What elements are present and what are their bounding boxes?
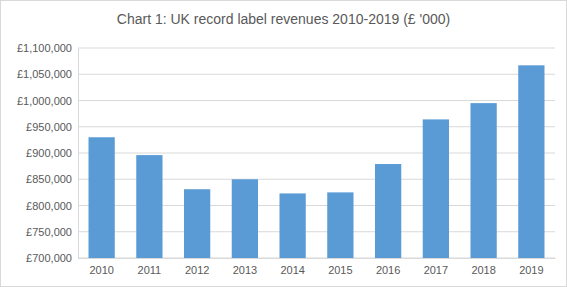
y-tick-label: £750,000 (26, 226, 72, 238)
bar (327, 192, 353, 258)
y-axis: £700,000 £750,000 £800,000 £850,000 £900,000… (17, 42, 79, 264)
y-tick: £1,100,000 (17, 42, 78, 54)
x-axis: 2010 2011 2012 2013 2014 2015 2016 2017 2018 2019 (79, 258, 556, 276)
bar (184, 189, 210, 258)
x-tick: 2016 (376, 258, 400, 276)
grid-line (78, 48, 555, 49)
x-tick-label: 2013 (233, 264, 257, 276)
chart: Chart 1: UK record label revenues 2010-2… (0, 0, 567, 287)
x-tick: 2013 (233, 258, 257, 276)
y-axis-line (78, 49, 79, 259)
y-tick: £950,000 (26, 121, 78, 133)
x-tick-label: 2018 (471, 264, 495, 276)
x-tick: 2014 (280, 258, 304, 276)
bar (375, 164, 401, 258)
grid-line (78, 74, 555, 75)
x-tick-label: 2014 (280, 264, 304, 276)
bar (136, 155, 162, 258)
x-axis-line (79, 258, 556, 259)
x-tick: 2012 (185, 258, 209, 276)
grid-line (78, 100, 555, 101)
y-tick: £850,000 (26, 173, 78, 185)
bar (89, 137, 115, 258)
y-tick-label: £900,000 (26, 147, 72, 159)
x-tick: 2018 (471, 258, 495, 276)
y-tick-label: £1,000,000 (17, 95, 72, 107)
grid (78, 48, 555, 258)
x-tick: 2011 (138, 258, 162, 276)
y-tick-label: £1,100,000 (17, 42, 72, 54)
x-tick: 2010 (89, 258, 113, 276)
y-tick-label: £700,000 (26, 252, 72, 264)
plot-area: £700,000 £750,000 £800,000 £850,000 £900,000… (17, 42, 556, 276)
y-tick-label: £800,000 (26, 200, 72, 212)
x-tick: 2019 (519, 258, 543, 276)
y-tick-label: £1,050,000 (17, 68, 72, 80)
y-tick: £1,000,000 (17, 95, 78, 107)
x-tick-label: 2015 (328, 264, 352, 276)
bar (518, 65, 544, 258)
y-tick: £1,050,000 (17, 68, 78, 80)
bar (279, 193, 305, 258)
x-tick: 2017 (424, 258, 448, 276)
y-tick: £800,000 (26, 200, 78, 212)
y-tick-label: £950,000 (26, 121, 72, 133)
x-tick-label: 2019 (519, 264, 543, 276)
x-tick-label: 2011 (138, 264, 162, 276)
y-tick: £750,000 (26, 226, 78, 238)
bar (423, 119, 449, 258)
bar (470, 103, 496, 258)
chart-border (1, 1, 567, 287)
bar (232, 179, 258, 258)
x-tick-label: 2012 (185, 264, 209, 276)
x-tick: 2015 (328, 258, 352, 276)
y-tick-label: £850,000 (26, 173, 72, 185)
x-tick-label: 2010 (89, 264, 113, 276)
x-tick-label: 2016 (376, 264, 400, 276)
bars (89, 65, 545, 258)
title: Chart 1: UK record label revenues 2010-2… (117, 11, 450, 27)
y-tick: £700,000 (26, 252, 78, 264)
x-tick-label: 2017 (424, 264, 448, 276)
y-tick: £900,000 (26, 147, 78, 159)
